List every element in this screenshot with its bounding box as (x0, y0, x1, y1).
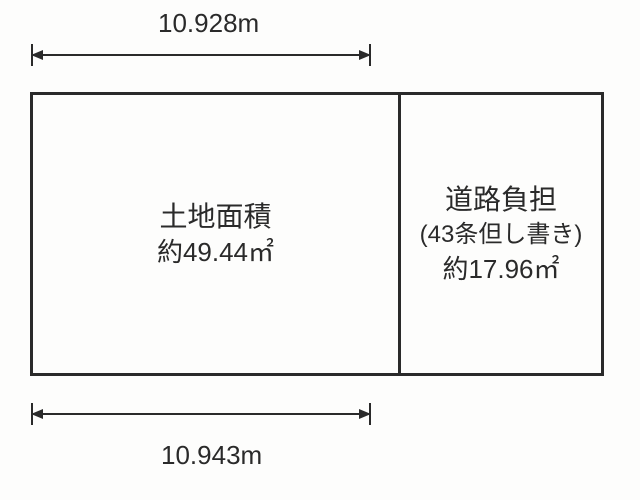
cell-land-area: 土地面積 約49.44㎡ (33, 95, 398, 373)
road-title: 道路負担 (445, 181, 557, 219)
road-note: (43条但し書き) (420, 219, 583, 251)
land-title: 土地面積 (159, 198, 271, 236)
dim-top-tick-left (31, 44, 33, 66)
dim-bottom-line (32, 413, 370, 415)
land-area-value: 約49.44㎡ (157, 235, 274, 270)
dim-top-label: 10.928m (158, 8, 259, 39)
dim-bottom-tick-left (31, 403, 33, 425)
road-area-value: 約17.96㎡ (442, 252, 559, 287)
dim-bottom-tick-right (369, 403, 371, 425)
dim-bottom-label: 10.943m (161, 440, 262, 471)
dim-top-tick-right (369, 44, 371, 66)
cell-road-burden: 道路負担 (43条但し書き) 約17.96㎡ (401, 95, 601, 373)
dim-top-line (32, 54, 370, 56)
land-plot-diagram: { "type": "land-plot-diagram", "backgrou… (0, 0, 640, 500)
